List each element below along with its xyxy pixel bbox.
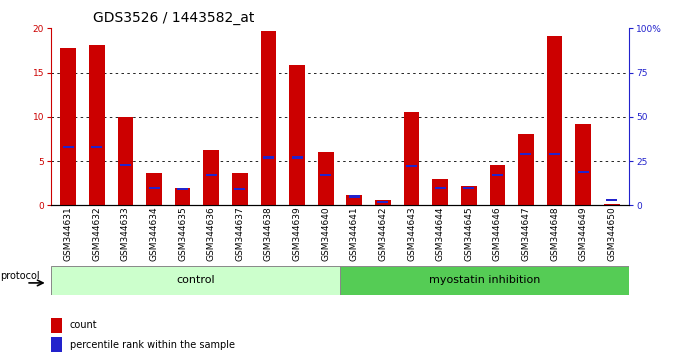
Bar [51, 318, 63, 333]
Text: percentile rank within the sample: percentile rank within the sample [70, 339, 235, 350]
Bar [175, 188, 190, 205]
Text: myostatin inhibition: myostatin inhibition [429, 275, 540, 285]
Bar [206, 174, 217, 176]
Bar [203, 150, 219, 205]
Bar [463, 187, 474, 189]
Bar [607, 199, 617, 201]
Bar [349, 195, 360, 198]
Bar [318, 152, 334, 205]
Bar [120, 164, 131, 166]
Bar [260, 31, 276, 205]
Bar [518, 134, 534, 205]
Bar [435, 187, 445, 189]
Text: protocol: protocol [0, 272, 39, 281]
Bar [235, 188, 245, 190]
Bar [289, 65, 305, 205]
Bar [91, 146, 102, 148]
Bar [292, 156, 303, 159]
Bar [406, 165, 417, 167]
Bar [432, 179, 448, 205]
Bar [549, 153, 560, 155]
Bar [520, 153, 532, 155]
Bar [51, 266, 340, 295]
Bar [578, 171, 589, 173]
Bar [340, 266, 629, 295]
Bar [604, 204, 619, 205]
Bar [61, 48, 76, 205]
Text: control: control [176, 275, 215, 285]
Bar [177, 188, 188, 190]
Bar [51, 337, 63, 352]
Bar [146, 172, 162, 205]
Bar [232, 172, 248, 205]
Bar [148, 187, 160, 189]
Bar [118, 117, 133, 205]
Bar [320, 174, 331, 176]
Bar [490, 165, 505, 205]
Bar [461, 186, 477, 205]
Bar [89, 45, 105, 205]
Bar [575, 124, 591, 205]
Bar [404, 113, 420, 205]
Text: count: count [70, 320, 97, 330]
Text: GDS3526 / 1443582_at: GDS3526 / 1443582_at [92, 11, 254, 25]
Bar [63, 146, 73, 148]
Bar [263, 156, 274, 159]
Bar [375, 200, 391, 205]
Bar [547, 36, 562, 205]
Bar [377, 201, 388, 203]
Bar [346, 195, 362, 205]
Bar [492, 174, 503, 176]
